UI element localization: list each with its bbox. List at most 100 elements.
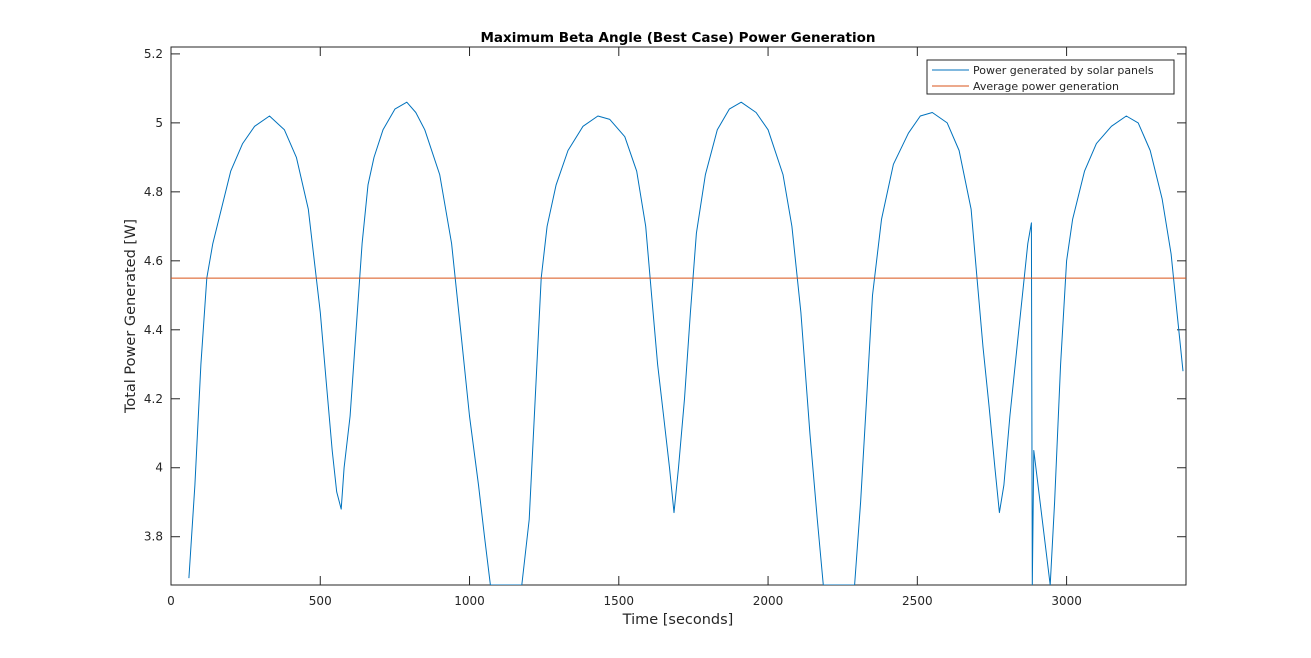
solar-data-point <box>332 450 333 451</box>
solar-data-point <box>782 174 783 175</box>
solar-data-point <box>767 129 768 130</box>
x-tick-label: 1500 <box>604 594 635 608</box>
solar-data-point <box>678 467 679 468</box>
solar-data-point <box>367 184 368 185</box>
chart-title: Maximum Beta Angle (Best Case) Power Gen… <box>480 30 875 46</box>
y-tick-label: 4.6 <box>144 254 163 268</box>
solar-data-point <box>800 312 801 313</box>
solar-data-point <box>1176 312 1177 313</box>
x-tick-label: 0 <box>167 594 175 608</box>
solar-data-point <box>556 184 557 185</box>
solar-data-point <box>881 219 882 220</box>
y-tick-label: 4.2 <box>144 392 163 406</box>
solar-data-point <box>920 115 921 116</box>
solar-data-point <box>194 484 195 485</box>
solar-data-point <box>932 112 933 113</box>
solar-data-point <box>200 364 201 365</box>
solar-data-point <box>1031 222 1032 223</box>
solar-data-point <box>1111 126 1112 127</box>
legend-label-average: Average power generation <box>973 80 1119 93</box>
solar-data-point <box>690 312 691 313</box>
solar-data-point <box>1003 484 1004 485</box>
y-tick-label: 5 <box>155 116 163 130</box>
x-axis-label: Time [seconds] <box>622 612 734 628</box>
legend-label-solar: Power generated by solar panels <box>973 64 1154 77</box>
solar-data-point <box>994 467 995 468</box>
y-tick-label: 5.2 <box>144 47 163 61</box>
x-tick-label: 1000 <box>454 594 485 608</box>
solar-data-point <box>1072 219 1073 220</box>
solar-data-point <box>415 112 416 113</box>
solar-data-point <box>609 119 610 120</box>
solar-data-point <box>1138 122 1139 123</box>
solar-data-point <box>484 536 485 537</box>
solar-data-point <box>567 150 568 151</box>
solar-data-point <box>1126 115 1127 116</box>
solar-data-point <box>893 164 894 165</box>
solar-data-point <box>188 578 189 579</box>
y-tick-label: 4 <box>155 461 163 475</box>
solar-data-point <box>341 509 342 510</box>
x-tick-label: 3000 <box>1051 594 1082 608</box>
x-tick-label: 500 <box>309 594 332 608</box>
solar-data-point <box>970 208 971 209</box>
solar-data-point <box>242 143 243 144</box>
solar-data-point <box>218 219 219 220</box>
solar-data-point <box>1066 260 1067 261</box>
x-tick-label: 2000 <box>753 594 784 608</box>
solar-data-point <box>1027 243 1028 244</box>
plot-area <box>170 46 1187 586</box>
solar-data-point <box>326 381 327 382</box>
solar-data-point <box>817 519 818 520</box>
solar-data-point <box>866 398 867 399</box>
solar-data-point <box>308 208 309 209</box>
solar-data-point <box>535 398 536 399</box>
solar-data-point <box>999 512 1000 513</box>
solar-data-point <box>729 108 730 109</box>
solar-data-point <box>809 433 810 434</box>
solar-data-point <box>791 226 792 227</box>
solar-data-point <box>1096 143 1097 144</box>
solar-data-point <box>756 112 757 113</box>
solar-data-point <box>684 398 685 399</box>
solar-data-point <box>872 295 873 296</box>
solar-data-point <box>860 502 861 503</box>
solar-data-point <box>451 243 452 244</box>
solar-data-point <box>908 133 909 134</box>
solar-data-point <box>657 364 658 365</box>
x-tick-label: 2500 <box>902 594 933 608</box>
solar-data-point <box>717 129 718 130</box>
solar-data-point <box>230 171 231 172</box>
solar-data-point <box>1009 415 1010 416</box>
solar-data-point <box>350 415 351 416</box>
solar-data-point <box>624 136 625 137</box>
solar-data-point <box>254 126 255 127</box>
solar-data-point <box>478 484 479 485</box>
solar-data-point <box>1150 150 1151 151</box>
solar-data-point <box>959 150 960 151</box>
solar-data-point <box>696 233 697 234</box>
solar-data-point <box>373 157 374 158</box>
solar-data-point <box>1060 364 1061 365</box>
solar-data-point <box>529 519 530 520</box>
solar-data-point <box>394 108 395 109</box>
solar-data-point <box>212 243 213 244</box>
solar-data-point <box>1084 171 1085 172</box>
solar-data-point <box>741 102 742 103</box>
series-layer <box>171 101 1186 585</box>
solar-data-point <box>1170 253 1171 254</box>
solar-data-point <box>406 102 407 103</box>
solar-data-point <box>269 115 270 116</box>
solar-data-point <box>1054 502 1055 503</box>
y-axis-ticks: 3.8 4 4.2 4.4 4.6 4.8 5 5.2 <box>144 47 1186 544</box>
solar-data-point <box>673 512 674 513</box>
solar-data-point <box>344 467 345 468</box>
solar-data-point <box>597 115 598 116</box>
y-tick-label: 4.4 <box>144 323 163 337</box>
solar-data-point <box>947 122 948 123</box>
solar-data-point <box>1033 450 1034 451</box>
solar-data-point <box>460 329 461 330</box>
solar-power-line <box>188 101 1184 585</box>
solar-data-point <box>645 226 646 227</box>
